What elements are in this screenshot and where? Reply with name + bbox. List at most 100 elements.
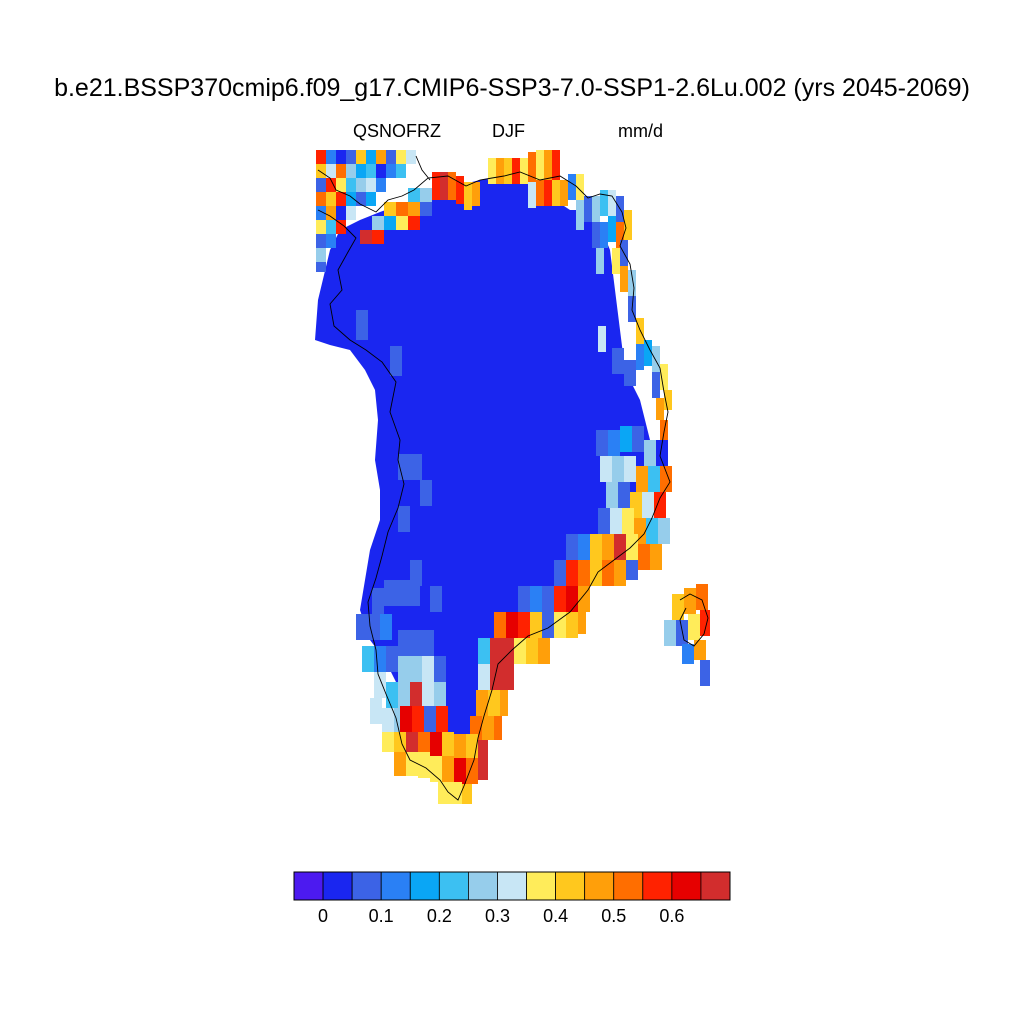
grid-cell: [488, 690, 500, 716]
grid-cell: [610, 508, 622, 534]
grid-cell: [554, 560, 566, 586]
grid-cell: [478, 664, 490, 690]
grid-cell: [552, 150, 560, 180]
grid-cell: [390, 346, 402, 376]
coastline: [317, 169, 671, 801]
grid-cell: [592, 196, 600, 222]
grid-cell: [700, 610, 710, 636]
grid-cell: [600, 456, 612, 482]
grid-cell: [622, 508, 634, 534]
grid-cell: [488, 158, 496, 184]
grid-cell: [316, 248, 326, 262]
grid-cell: [326, 206, 336, 220]
grid-cell: [614, 534, 626, 560]
colorbar-tick-label: 0.2: [426, 906, 452, 926]
colorbar-swatch: [555, 871, 586, 901]
grid-cell: [372, 230, 384, 244]
grid-cell: [316, 150, 326, 164]
grid-cell: [406, 732, 418, 752]
grid-cell: [410, 560, 422, 586]
grid-cell: [442, 756, 454, 782]
colorbar-swatch: [700, 871, 731, 901]
grid-cell: [652, 346, 660, 372]
colorbar-tick-label: 0.4: [543, 906, 569, 926]
grid-cell: [472, 182, 480, 206]
grid-cell: [616, 222, 624, 248]
colorbar-swatch: [409, 871, 440, 901]
grid-cell: [374, 672, 386, 698]
colorbar-swatch: [351, 871, 382, 901]
grid-cell: [326, 178, 336, 192]
grid-cell: [650, 544, 662, 570]
grid-cell: [632, 426, 644, 452]
grid-cell: [420, 480, 432, 506]
grid-cell: [526, 638, 538, 664]
grid-cell: [326, 234, 336, 248]
grid-cell: [624, 456, 636, 482]
grid-cell: [336, 220, 346, 234]
grid-cell: [386, 682, 398, 708]
grid-cell: [652, 372, 660, 398]
grid-cell: [684, 588, 696, 614]
grid-cell: [376, 178, 386, 192]
grid-cell: [536, 180, 544, 206]
grid-cell: [602, 560, 614, 586]
grid-cell: [372, 588, 384, 614]
grid-cell: [554, 586, 566, 612]
grid-cell: [384, 202, 396, 216]
grid-cell: [372, 216, 384, 230]
grid-cell: [636, 344, 644, 370]
grid-cell: [644, 340, 652, 366]
grid-cell: [398, 682, 410, 708]
grid-cell: [384, 216, 396, 230]
grid-cell: [536, 150, 544, 180]
grid-cell: [346, 192, 356, 206]
grid-cell: [422, 630, 434, 656]
grid-cell: [600, 222, 608, 248]
grid-cell: [410, 682, 422, 708]
grid-cell: [346, 164, 356, 178]
grid-cell: [336, 206, 346, 220]
grid-cell: [624, 210, 632, 240]
grid-cell: [454, 758, 466, 784]
grid-cell: [316, 164, 326, 178]
grid-cell: [382, 732, 394, 752]
grid-cell: [336, 178, 346, 192]
grid-cell: [396, 580, 408, 606]
grid-cell: [656, 440, 668, 466]
grid-cell: [316, 206, 326, 220]
grid-cell: [538, 638, 550, 664]
grid-cell: [454, 734, 466, 758]
grid-cell: [502, 638, 514, 664]
grid-cell: [440, 172, 448, 200]
grid-cell: [396, 164, 406, 178]
grid-cell: [412, 706, 424, 732]
colorbar-swatch: [671, 871, 702, 901]
grid-cell: [316, 234, 326, 248]
grid-cell: [696, 584, 708, 610]
colorbar-tick-label: 0.1: [368, 906, 394, 926]
grid-cell: [590, 560, 602, 586]
grid-cell: [362, 646, 374, 672]
grid-cell: [504, 158, 512, 184]
grid-cell: [380, 614, 392, 640]
grid-cell: [418, 752, 430, 778]
grid-cell: [336, 192, 346, 206]
grid-cell: [542, 612, 554, 638]
grid-cell: [398, 630, 410, 656]
grid-cell: [478, 740, 488, 780]
grid-cell: [424, 706, 436, 732]
grid-cell: [612, 456, 624, 482]
grid-cell: [462, 784, 472, 804]
grid-cell: [430, 732, 442, 756]
colorbar-tick-label: 0.6: [659, 906, 685, 926]
colorbar-swatch: [467, 871, 498, 901]
grid-cell: [420, 202, 432, 216]
grid-cell: [394, 752, 406, 776]
grid-cell: [450, 782, 462, 804]
grid-cell: [346, 206, 356, 220]
grid-cell: [646, 518, 658, 544]
grid-cell: [664, 390, 672, 410]
grid-cell: [596, 248, 604, 274]
